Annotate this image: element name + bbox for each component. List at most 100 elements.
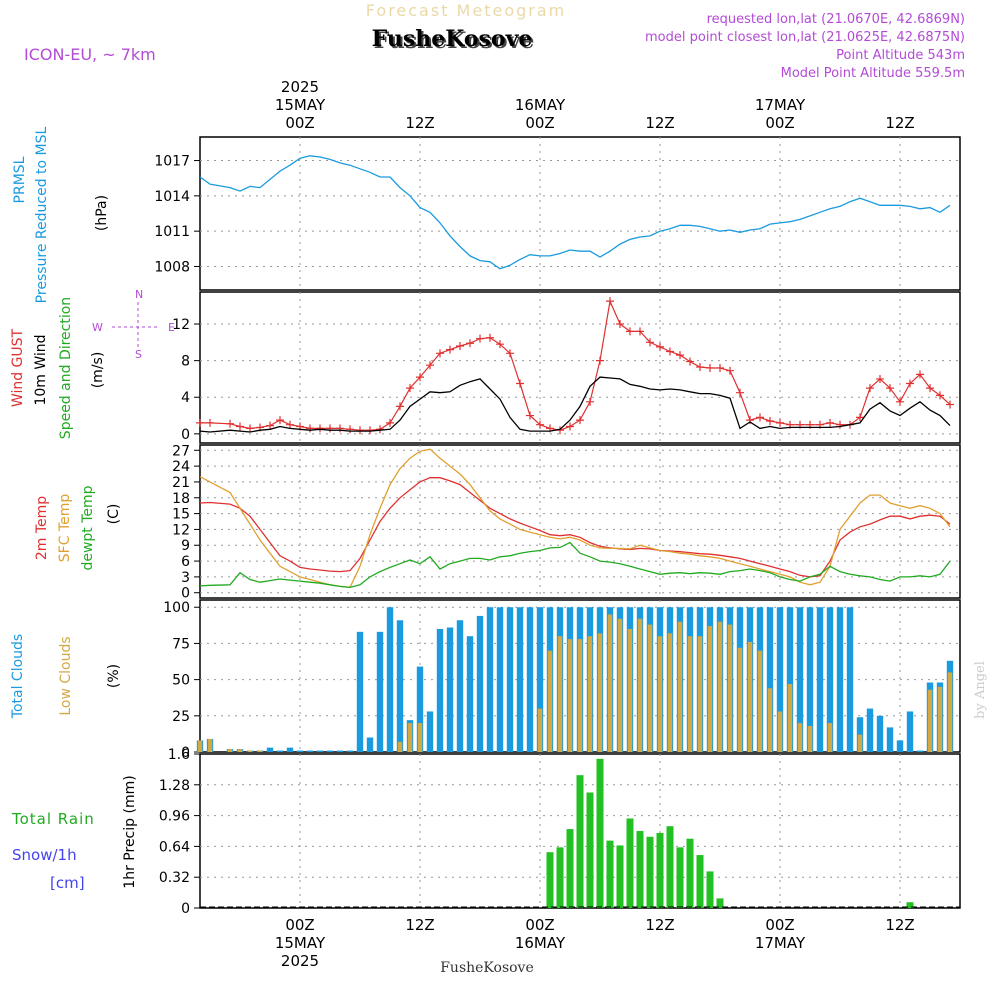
low-cloud-bar (937, 686, 943, 752)
gust-marker (306, 424, 314, 433)
gust-marker (436, 349, 444, 358)
pressure-ytick-label: 1014 (154, 189, 190, 205)
clouds-ytick-label: 100 (163, 600, 190, 616)
gust-marker (876, 374, 884, 383)
low-cloud-bar (717, 621, 723, 752)
low-cloud-bar (667, 633, 673, 752)
gust-marker (426, 361, 434, 370)
rain-bar (556, 847, 564, 908)
rain-bar (676, 847, 684, 908)
temp-label-3: dewpt Temp (80, 485, 96, 570)
temp-ytick-label: 24 (172, 459, 190, 475)
low-cloud-bar (257, 750, 263, 752)
low-cloud-bar (397, 741, 403, 752)
gust-marker (336, 424, 344, 433)
temperature-panel: 2m Temp SFC Temp dewpt Temp (C) 03691215… (34, 443, 961, 602)
top-year-label: 2025 (281, 78, 319, 96)
bottom-day-label: 15MAY (275, 934, 326, 952)
total-cloud-bar (476, 615, 484, 752)
low-cloud-bar (537, 708, 543, 752)
wind-label-1: Wind GUST (10, 328, 26, 407)
gust-marker (536, 420, 544, 429)
wind-label-3: Speed and Direction (58, 297, 74, 439)
total-cloud-bar (536, 607, 544, 752)
low-cloud-bar (747, 641, 753, 752)
low-cloud-bar (197, 740, 203, 752)
pressure-ytick-label: 1017 (154, 154, 190, 170)
pressure-unit: (hPa) (94, 195, 110, 231)
gust-marker (376, 425, 384, 434)
gust-marker (766, 417, 774, 426)
total-cloud-bar (866, 708, 874, 752)
gust-marker (496, 340, 504, 349)
wind-panel: Wind GUST 10m Wind Speed and Direction (… (10, 288, 961, 444)
gust-marker (706, 363, 714, 372)
wind-ytick-label: 12 (172, 317, 190, 333)
bottom-year-label: 2025 (281, 952, 319, 970)
low-cloud-bar (407, 723, 413, 752)
top-hour-label: 00Z (285, 114, 314, 132)
low-cloud-bar (947, 672, 953, 752)
pressure-frame (199, 136, 961, 291)
low-cloud-bar (807, 725, 813, 752)
rain-bar (686, 838, 694, 908)
rain-bar (586, 792, 594, 908)
low-cloud-bar (597, 633, 603, 752)
total-cloud-bar (766, 607, 774, 752)
gust-marker (626, 327, 634, 336)
total-cloud-bar (426, 711, 434, 752)
gust-marker (456, 341, 464, 350)
low-cloud-bar (687, 636, 693, 752)
rain-bar (606, 840, 614, 908)
clouds-panel: Total Clouds Low Clouds (%) 0 25 50 75 100 (10, 599, 961, 761)
gust-marker (576, 416, 584, 425)
gust-marker (406, 384, 414, 393)
gust-marker (726, 366, 734, 375)
temp-2m-line (199, 477, 951, 578)
gust-marker (326, 424, 334, 433)
low-cloud-bar (787, 683, 793, 752)
precip-ytick-label: 1.28 (159, 778, 190, 794)
gust-marker (226, 419, 234, 428)
chart-title: Forecast Meteogram (366, 1, 566, 20)
wind-ytick-label: 4 (181, 390, 190, 406)
bottom-hour-label: 00Z (525, 916, 554, 934)
model-label: ICON-EU, ~ 7km (24, 45, 156, 64)
compass-east: E (168, 321, 175, 334)
gust-marker (616, 320, 624, 329)
low-cloud-bar (567, 639, 573, 752)
temp-ytick-label: 15 (172, 507, 190, 523)
top-hour-label: 12Z (645, 114, 674, 132)
top-hour-label: 12Z (405, 114, 434, 132)
clouds-ytick-label: 75 (172, 636, 190, 652)
total-cloud-bar (496, 607, 504, 752)
clouds-label-1: Total Clouds (10, 634, 26, 719)
temp-frame (199, 444, 961, 599)
rain-bar (906, 902, 914, 908)
gust-marker (566, 422, 574, 431)
gust-marker (236, 422, 244, 431)
gust-line (200, 299, 951, 431)
gust-marker (646, 338, 654, 347)
wind-ytick-label: 0 (181, 427, 190, 443)
top-hour-label: 12Z (885, 114, 914, 132)
gust-marker (826, 418, 834, 427)
gust-marker (246, 424, 254, 433)
bottom-hour-label: 12Z (405, 916, 434, 934)
low-cloud-bar (927, 689, 933, 752)
top-hour-label: 00Z (765, 114, 794, 132)
total-cloud-bar (366, 737, 374, 752)
gust-marker (886, 384, 894, 393)
gust-marker (866, 384, 874, 393)
precip-ytick-label: 0.96 (159, 809, 190, 825)
pressure-line (199, 155, 951, 270)
bottom-day-label: 16MAY (515, 934, 566, 952)
clouds-ytick-label: 50 (172, 673, 190, 689)
gust-marker (656, 342, 664, 351)
compass-rose: N S W E (92, 288, 175, 361)
precip-label-cm: [cm] (50, 874, 85, 892)
clouds-unit: (%) (106, 664, 122, 688)
rain-bar (546, 852, 554, 908)
total-cloud-bar (456, 620, 464, 752)
pressure-ytick-label: 1011 (154, 224, 190, 240)
